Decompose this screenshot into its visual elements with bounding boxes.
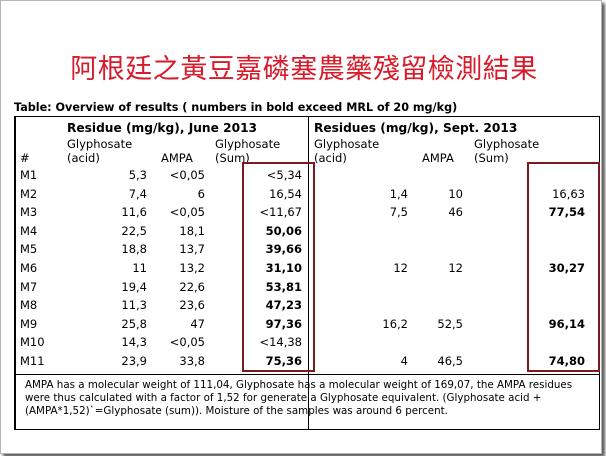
column-divider <box>308 117 309 429</box>
june-ampa-cell: <0,05 <box>169 335 205 350</box>
row-id-cell: M8 <box>20 298 38 313</box>
row-id-cell: M6 <box>20 261 38 275</box>
header-sept-glyphosate-acid-line2: (acid) <box>314 151 347 165</box>
sept-ampa-cell: 10 <box>448 186 463 201</box>
sept-glyphosate-sum-cell: 74,80 <box>548 354 585 368</box>
june-glyphosate-sum-cell: 75,36 <box>265 354 302 368</box>
header-number: # <box>20 151 30 165</box>
june-glyphosate-acid-cell: 7,4 <box>128 186 147 201</box>
sept-glyphosate-sum-cell: 30,27 <box>548 261 585 275</box>
june-glyphosate-acid-cell: 25,8 <box>121 316 147 331</box>
june-glyphosate-sum-cell: <14,38 <box>259 335 302 350</box>
header-glyphosate-acid-line1: Glyphosate <box>67 137 133 151</box>
table-footer-divider <box>15 374 599 375</box>
sept-ampa-cell: 46 <box>448 205 463 220</box>
june-glyphosate-acid-cell: 11 <box>132 261 147 275</box>
header-glyphosate-sum-line2: (Sum) <box>215 151 250 165</box>
table-left-border <box>15 117 16 429</box>
june-glyphosate-acid-cell: 11,3 <box>121 298 147 313</box>
section-june: Residue (mg/kg), June 2013 <box>67 121 258 135</box>
sept-ampa-cell: 52,5 <box>437 316 463 331</box>
sept-glyphosate-sum-cell: 77,54 <box>548 205 585 220</box>
sept-glyphosate-acid-cell: 4 <box>400 354 408 368</box>
june-glyphosate-sum-cell: 39,66 <box>265 242 302 257</box>
june-glyphosate-sum-cell: 31,10 <box>265 261 302 275</box>
june-glyphosate-sum-cell: 47,23 <box>265 298 302 313</box>
row-id-cell: M10 <box>20 335 45 350</box>
row-id-cell: M2 <box>20 186 38 201</box>
header-glyphosate-sum-line1: Glyphosate <box>215 137 281 151</box>
header-sept-glyphosate-sum-line2: (Sum) <box>474 151 509 165</box>
june-ampa-cell: 13,7 <box>179 242 205 257</box>
june-exceed-highlight-box <box>242 162 315 372</box>
sept-glyphosate-acid-cell: 12 <box>393 261 408 275</box>
sept-glyphosate-sum-cell: 16,63 <box>552 186 585 201</box>
june-glyphosate-acid-cell: 18,8 <box>121 242 147 257</box>
header-sept-ampa: AMPA <box>422 151 454 165</box>
june-ampa-cell: <0,05 <box>169 168 205 182</box>
june-glyphosate-acid-cell: 5,3 <box>128 168 147 182</box>
header-sept-glyphosate-sum-line1: Glyphosate <box>474 137 540 151</box>
june-ampa-cell: 22,6 <box>179 279 205 294</box>
june-glyphosate-acid-cell: 22,5 <box>121 223 147 238</box>
june-ampa-cell: 18,1 <box>179 223 205 238</box>
june-ampa-cell: 6 <box>197 186 205 201</box>
row-id-cell: M4 <box>20 223 38 238</box>
june-glyphosate-acid-cell: 23,9 <box>121 354 147 368</box>
row-id-cell: M11 <box>20 354 45 368</box>
slide-title: 阿根廷之黃豆嘉磷塞農藥殘留檢測結果 <box>70 54 538 85</box>
sept-ampa-cell: 12 <box>448 261 463 275</box>
row-id-cell: M7 <box>20 279 38 294</box>
june-ampa-cell: 33,8 <box>179 354 205 368</box>
sept-ampa-cell: 46,5 <box>437 354 463 368</box>
row-id-cell: M9 <box>20 316 38 331</box>
table-caption: Table: Overview of results ( numbers in … <box>14 101 458 114</box>
sept-glyphosate-acid-cell: 16,2 <box>382 316 408 331</box>
june-glyphosate-acid-cell: 11,6 <box>121 205 147 220</box>
june-ampa-cell: 47 <box>190 316 205 331</box>
june-glyphosate-acid-cell: 19,4 <box>121 279 147 294</box>
june-glyphosate-sum-cell: 53,81 <box>265 279 302 294</box>
june-glyphosate-sum-cell: 50,06 <box>265 223 302 238</box>
results-table: Residue (mg/kg), June 2013 Residues (mg/… <box>14 116 600 430</box>
header-ampa: AMPA <box>161 151 193 165</box>
sept-glyphosate-acid-cell: 7,5 <box>389 205 408 220</box>
june-glyphosate-sum-cell: <5,34 <box>266 168 302 182</box>
row-id-cell: M3 <box>20 205 38 220</box>
june-ampa-cell: <0,05 <box>169 205 205 220</box>
row-id-cell: M5 <box>20 242 38 257</box>
june-ampa-cell: 23,6 <box>179 298 205 313</box>
sept-glyphosate-acid-cell: 1,4 <box>389 186 408 201</box>
june-glyphosate-sum-cell: 97,36 <box>265 316 302 331</box>
row-id-cell: M1 <box>20 168 38 182</box>
footnote: AMPA has a molecular weight of 111,04, G… <box>25 379 573 417</box>
june-glyphosate-sum-cell: 16,54 <box>269 186 302 201</box>
header-sept-glyphosate-acid-line1: Glyphosate <box>314 137 380 151</box>
sept-glyphosate-sum-cell: 96,14 <box>548 316 585 331</box>
header-glyphosate-acid-line2: (acid) <box>67 151 100 165</box>
section-sept: Residues (mg/kg), Sept. 2013 <box>314 121 518 135</box>
june-glyphosate-acid-cell: 14,3 <box>121 335 147 350</box>
june-ampa-cell: 13,2 <box>179 261 205 275</box>
june-glyphosate-sum-cell: <11,67 <box>259 205 302 220</box>
sept-exceed-highlight-box <box>527 162 600 372</box>
